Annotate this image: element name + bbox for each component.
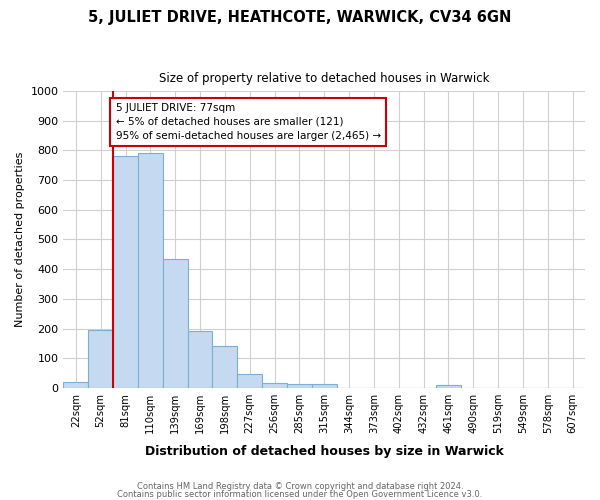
Bar — [64, 382, 88, 388]
Title: Size of property relative to detached houses in Warwick: Size of property relative to detached ho… — [159, 72, 490, 86]
Text: Contains HM Land Registry data © Crown copyright and database right 2024.: Contains HM Land Registry data © Crown c… — [137, 482, 463, 491]
Text: 5 JULIET DRIVE: 77sqm
← 5% of detached houses are smaller (121)
95% of semi-deta: 5 JULIET DRIVE: 77sqm ← 5% of detached h… — [116, 102, 381, 141]
Bar — [88, 330, 113, 388]
Bar — [262, 383, 287, 388]
Text: Contains public sector information licensed under the Open Government Licence v3: Contains public sector information licen… — [118, 490, 482, 499]
X-axis label: Distribution of detached houses by size in Warwick: Distribution of detached houses by size … — [145, 444, 503, 458]
Bar — [312, 384, 337, 388]
Y-axis label: Number of detached properties: Number of detached properties — [15, 152, 25, 327]
Bar — [138, 154, 163, 388]
Bar — [436, 385, 461, 388]
Bar — [237, 374, 262, 388]
Bar — [188, 331, 212, 388]
Text: 5, JULIET DRIVE, HEATHCOTE, WARWICK, CV34 6GN: 5, JULIET DRIVE, HEATHCOTE, WARWICK, CV3… — [88, 10, 512, 25]
Bar — [287, 384, 312, 388]
Bar — [163, 259, 188, 388]
Bar — [212, 346, 237, 388]
Bar — [113, 156, 138, 388]
